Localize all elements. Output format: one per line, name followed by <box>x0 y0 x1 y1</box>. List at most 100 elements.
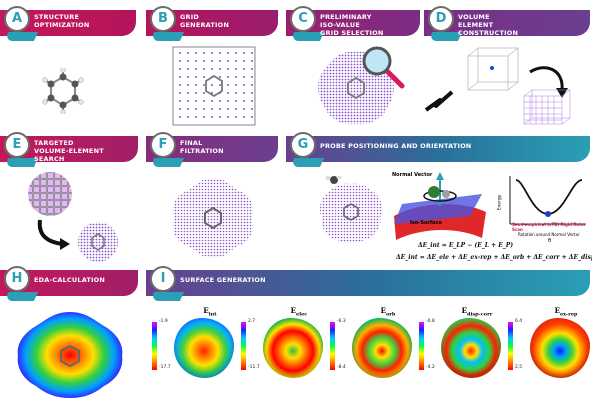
grid-point <box>251 108 253 110</box>
grid-point <box>195 92 197 94</box>
grid-point <box>219 116 221 118</box>
grid-point <box>211 108 213 110</box>
grid-point <box>243 76 245 78</box>
energy-surface-map <box>174 318 234 378</box>
plot-xlabel: Rotation around Normal Vector <box>518 232 580 237</box>
grid-point <box>219 84 221 86</box>
panel-d: D VOLUME ELEMENT CONSTRUCTION <box>424 0 592 130</box>
panel-d-banner: D VOLUME ELEMENT CONSTRUCTION <box>424 6 590 41</box>
equation-interaction: ΔE_int = E_LP − (E_L + E_P) <box>418 242 514 249</box>
surface-label-main: E <box>461 306 467 315</box>
grid-point <box>219 68 221 70</box>
energy-surface-map <box>530 318 590 378</box>
grid-point <box>195 60 197 62</box>
grid-point <box>203 84 205 86</box>
magnifier-icon <box>362 46 405 89</box>
panel-a-title: STRUCTURE OPTIMIZATION <box>34 13 90 29</box>
grid-point <box>187 68 189 70</box>
grid-point <box>243 60 245 62</box>
panel-d-letter: D <box>428 6 454 32</box>
grid-point <box>203 68 205 70</box>
iso-surface-label: Iso-Surface <box>410 220 442 226</box>
grid-point <box>203 108 205 110</box>
panel-a: A STRUCTURE OPTIMIZATION <box>0 0 140 130</box>
panel-f-banner: F FINAL FILTRATION <box>146 132 278 167</box>
panel-b-banner: B GRID GENERATION <box>146 6 278 41</box>
grid-point <box>243 92 245 94</box>
grid-point <box>243 116 245 118</box>
grid-point <box>211 84 213 86</box>
surface-label-sub: orb <box>385 311 396 318</box>
grid-point <box>251 52 253 54</box>
surface-label-sub: ex-rep <box>559 311 578 318</box>
grid-point <box>243 100 245 102</box>
panel-h-title: EDA-CALCULATION <box>34 276 106 284</box>
volume-element-cubes <box>424 47 571 125</box>
surface-label-sub: int <box>208 311 217 318</box>
grid-point <box>219 60 221 62</box>
grid-point <box>219 76 221 78</box>
grid-point <box>243 68 245 70</box>
surface-label-sub: disp-corr <box>466 311 493 318</box>
grid-point <box>235 76 237 78</box>
grid-point <box>179 68 181 70</box>
surface-label-sub: elec <box>296 311 308 318</box>
surface-label: Eorb <box>366 306 410 317</box>
scale-min-label: -11.7 <box>248 365 260 370</box>
panel-i-banner: I SURFACE GENERATION <box>146 266 590 301</box>
grid-point <box>187 52 189 54</box>
panel-h: H EDA-CALCULATION <box>0 266 140 402</box>
grid-point <box>195 84 197 86</box>
volume-search-illustration <box>28 172 118 262</box>
panel-c-letter: C <box>290 6 316 32</box>
grid-point <box>179 76 181 78</box>
grid-point <box>195 52 197 54</box>
grid-point <box>187 100 189 102</box>
grid-point <box>243 84 245 86</box>
panel-b-title: GRID GENERATION <box>180 13 230 29</box>
panel-f-title: FINAL FILTRATION <box>180 139 224 155</box>
surface-plot: Eorb -6.3 -8.4 <box>326 306 414 396</box>
panel-f-letter: F <box>150 132 176 158</box>
probe-on-surface <box>320 176 382 243</box>
grid-point <box>227 76 229 78</box>
grid-point <box>211 68 213 70</box>
grid-point <box>235 92 237 94</box>
grid-point <box>179 116 181 118</box>
surface-plot: Edisp-corr -0.8 -4.2 <box>415 306 503 396</box>
filtered-surface <box>172 178 254 258</box>
grid-box <box>172 46 256 126</box>
grid-point <box>203 100 205 102</box>
grid-point <box>235 108 237 110</box>
grid-point <box>227 100 229 102</box>
grid-point <box>235 100 237 102</box>
surface-label-main: E <box>290 306 297 315</box>
grid-point <box>251 76 253 78</box>
grid-point <box>179 60 181 62</box>
grid-point <box>203 116 205 118</box>
grid-point <box>203 76 205 78</box>
grid-point <box>179 52 181 54</box>
grid-point <box>195 116 197 118</box>
panel-d-title: VOLUME ELEMENT CONSTRUCTION <box>458 13 519 37</box>
panel-i-letter: I <box>150 266 176 292</box>
grid-point <box>179 84 181 86</box>
panel-b: B GRID GENERATION <box>146 0 281 130</box>
panel-e-title: TARGETED VOLUME-ELEMENT SEARCH <box>34 139 104 163</box>
grid-point <box>243 108 245 110</box>
surface-label: Eelec <box>277 306 321 317</box>
panel-g: G PROBE POSITIONING AND ORIENTATION Norm… <box>286 132 592 272</box>
panel-a-letter: A <box>4 6 30 32</box>
plot-x-symbol: θ <box>548 238 552 244</box>
panel-a-banner: A STRUCTURE OPTIMIZATION <box>0 6 136 41</box>
grid-point <box>227 92 229 94</box>
grid-point <box>227 84 229 86</box>
surface-label-main: E <box>380 306 386 315</box>
scale-max-label: -6.3 <box>337 319 346 324</box>
grid-point <box>251 92 253 94</box>
grid-point <box>179 100 181 102</box>
grid-point <box>251 100 253 102</box>
panel-g-letter: G <box>290 132 316 158</box>
scale-max-label: -0.8 <box>426 319 435 324</box>
